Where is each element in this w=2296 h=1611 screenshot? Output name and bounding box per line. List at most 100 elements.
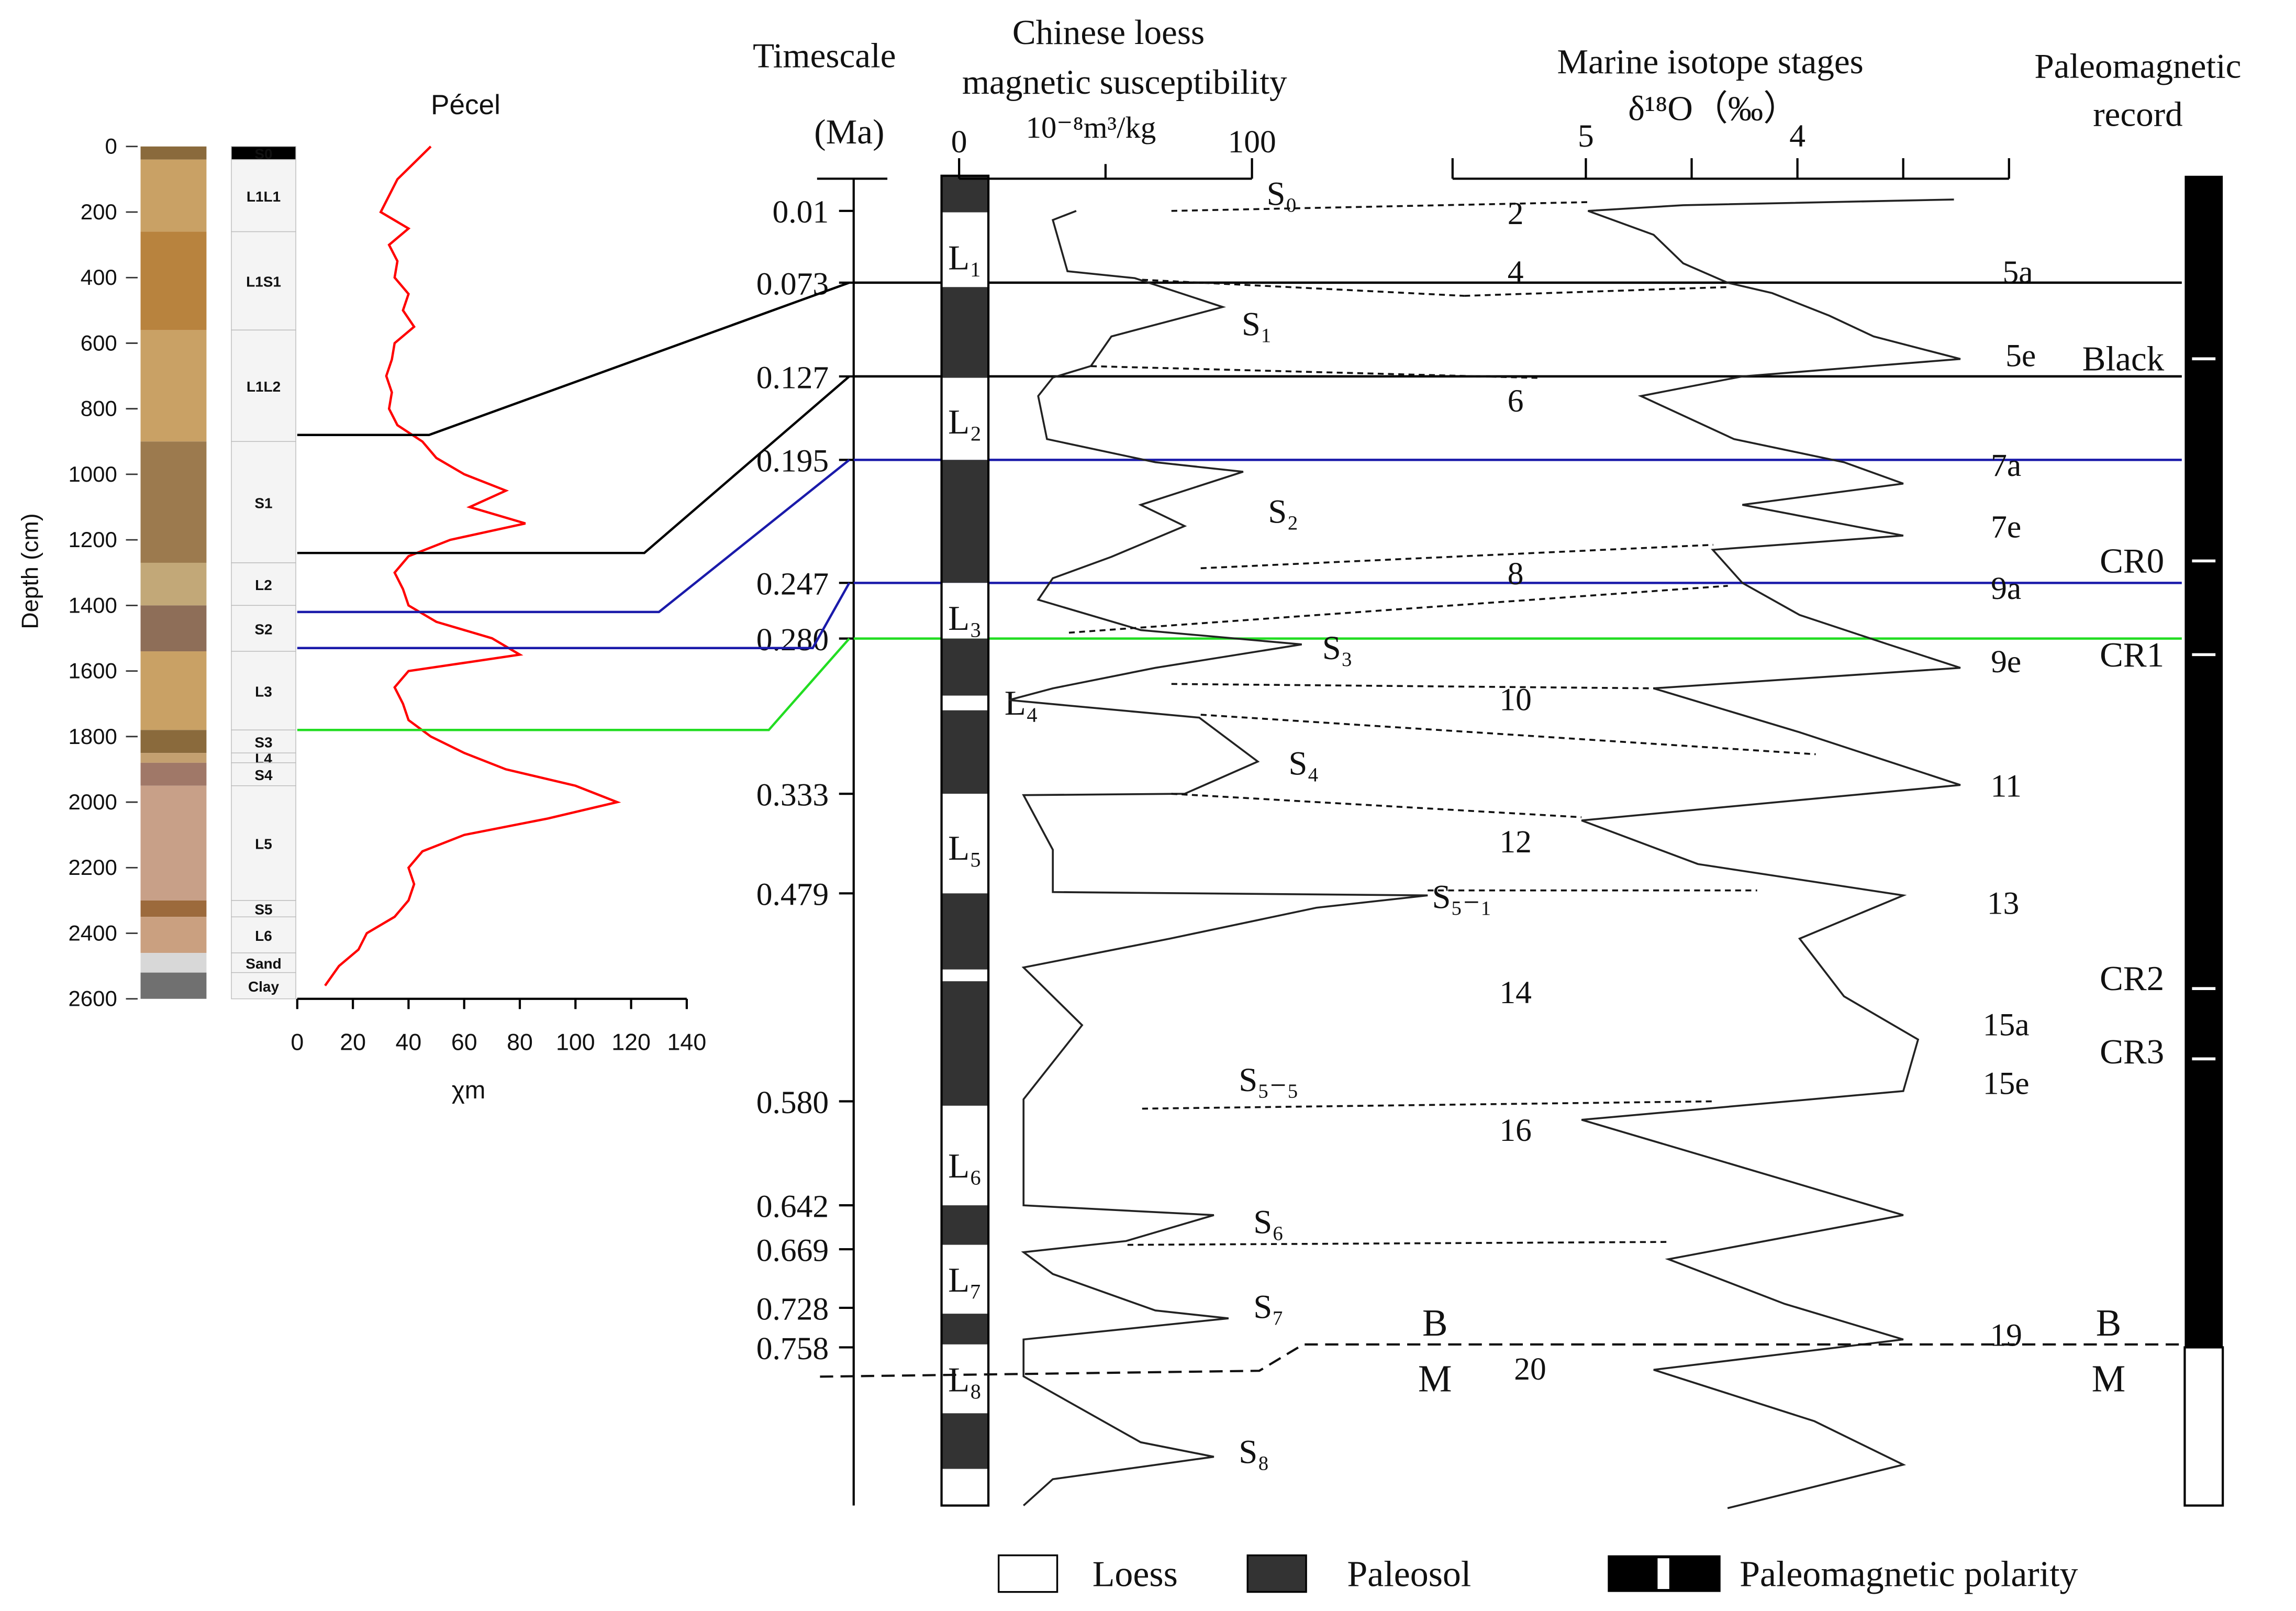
correlation-line	[297, 281, 850, 437]
mis-label: 20	[1514, 1351, 1546, 1387]
legend-swatch	[998, 1554, 1058, 1593]
d18o-curve	[1581, 198, 1961, 1509]
soil-label: S₁	[1242, 306, 1272, 343]
y-tick-label: 1000	[68, 462, 117, 486]
paleosol-unit	[941, 1413, 989, 1469]
y-tick-label: 200	[81, 199, 117, 224]
age-label: 0.758	[756, 1331, 829, 1366]
strat-unit	[140, 330, 207, 442]
mis-label: 15a	[1983, 1007, 2030, 1043]
strat-label: Clay	[248, 979, 280, 995]
strat-unit	[140, 762, 207, 786]
age-label: 0.01	[773, 194, 829, 230]
loess-unit	[941, 969, 989, 982]
mis-label: 9a	[1991, 571, 2021, 606]
strat-label: L1S1	[246, 274, 281, 290]
loess-label: L₂	[948, 402, 982, 441]
strat-unit	[140, 900, 207, 917]
strat-label-cell	[231, 159, 296, 232]
loess-column-frame	[940, 174, 990, 1507]
strat-label: L6	[255, 928, 272, 944]
strat-unit	[140, 441, 207, 563]
paleomag-label: CR0	[2100, 541, 2164, 581]
age-label: 0.479	[756, 877, 829, 913]
legend-label: Paleosol	[1347, 1554, 1471, 1594]
strat-unit	[140, 953, 207, 973]
y-tick-label: 800	[81, 396, 117, 421]
soil-label: S₈	[1239, 1433, 1269, 1470]
x-tick-label: 0	[951, 124, 967, 160]
strat-unit	[140, 917, 207, 953]
x-tick-label: 100	[556, 1029, 595, 1056]
mis-label: 8	[1508, 556, 1524, 592]
mis-label: 9e	[1991, 644, 2021, 680]
legend-swatch	[1246, 1554, 1307, 1593]
paleosol-unit	[941, 638, 989, 696]
boundary-label: B	[1422, 1302, 1448, 1344]
strat-unit	[140, 651, 207, 730]
mis-correlation	[1171, 793, 1582, 818]
loess-unit	[941, 1344, 989, 1414]
susceptibility-curve	[1008, 210, 1428, 1506]
paleosol-unit	[941, 175, 989, 213]
strat-unit	[140, 562, 207, 606]
strat-unit	[140, 159, 207, 232]
y-tick-label: 2400	[68, 920, 117, 945]
strat-label-cell	[231, 146, 296, 160]
paleomag-label: CR1	[2100, 635, 2164, 674]
strat-label-cell	[231, 952, 296, 973]
x-tick-label: 0	[291, 1029, 304, 1056]
x-tick-label: 60	[451, 1029, 477, 1056]
strat-label: Sand	[246, 956, 281, 972]
mis-label: 14	[1499, 975, 1532, 1010]
strat-unit	[140, 146, 207, 160]
strat-label-cell	[231, 900, 296, 917]
loess-unit	[941, 794, 989, 894]
mis-correlation	[1142, 279, 1465, 297]
strat-label: L3	[255, 683, 272, 699]
loess-label: L₇	[948, 1260, 982, 1299]
mis-label: 7e	[1991, 509, 2021, 545]
strat-label: S4	[254, 767, 273, 783]
age-label: 0.195	[756, 443, 829, 479]
strat-label-cell	[231, 605, 296, 652]
paleosol-unit	[941, 460, 989, 583]
strat-label-cell	[231, 441, 296, 563]
mis-label: 6	[1508, 383, 1524, 419]
chart-title: magnetic susceptibility	[962, 62, 1287, 102]
loess-unit	[941, 1105, 989, 1206]
strat-label: L2	[255, 577, 272, 593]
mis-label: 19	[1990, 1318, 2022, 1353]
mis-correlation	[1068, 585, 1728, 634]
y-tick-label: 2600	[68, 986, 117, 1011]
x-tick-label: 120	[611, 1029, 651, 1056]
strat-unit	[140, 730, 207, 753]
x-tick-label: 40	[396, 1029, 422, 1056]
paleosol-unit	[941, 710, 989, 794]
paleomag-label: Black	[2082, 339, 2165, 379]
mis-label: 13	[1987, 885, 2020, 921]
x-tick-label: 20	[340, 1029, 366, 1056]
strat-label-cell	[231, 562, 296, 606]
y-axis-label: Depth (cm)	[17, 513, 43, 629]
loess-unit	[941, 1245, 989, 1314]
strat-label-cell	[231, 762, 296, 786]
loess-unit	[941, 695, 989, 710]
correlation-line	[297, 638, 851, 731]
mis-label: 10	[1499, 682, 1532, 718]
paleosol-unit	[941, 981, 989, 1106]
soil-label: S₄	[1289, 745, 1319, 782]
chart-title: Marine isotope stages	[1557, 42, 1863, 81]
age-label: 0.580	[756, 1085, 829, 1120]
chi-curve	[324, 146, 621, 986]
soil-label: S₅₋₅	[1239, 1061, 1299, 1098]
mis-label: 5e	[2005, 338, 2036, 373]
strat-label-cell	[231, 972, 296, 999]
paleomag-title: Paleomagnetic	[2034, 46, 2241, 85]
x-axis-label: χm	[452, 1076, 486, 1104]
mis-label: 15e	[1983, 1066, 2030, 1102]
mis-label: 7a	[1991, 448, 2021, 483]
legend-label: Paleomagnetic polarity	[1740, 1554, 2078, 1594]
strat-unit	[140, 231, 207, 330]
mis-correlation	[1127, 1241, 1669, 1246]
